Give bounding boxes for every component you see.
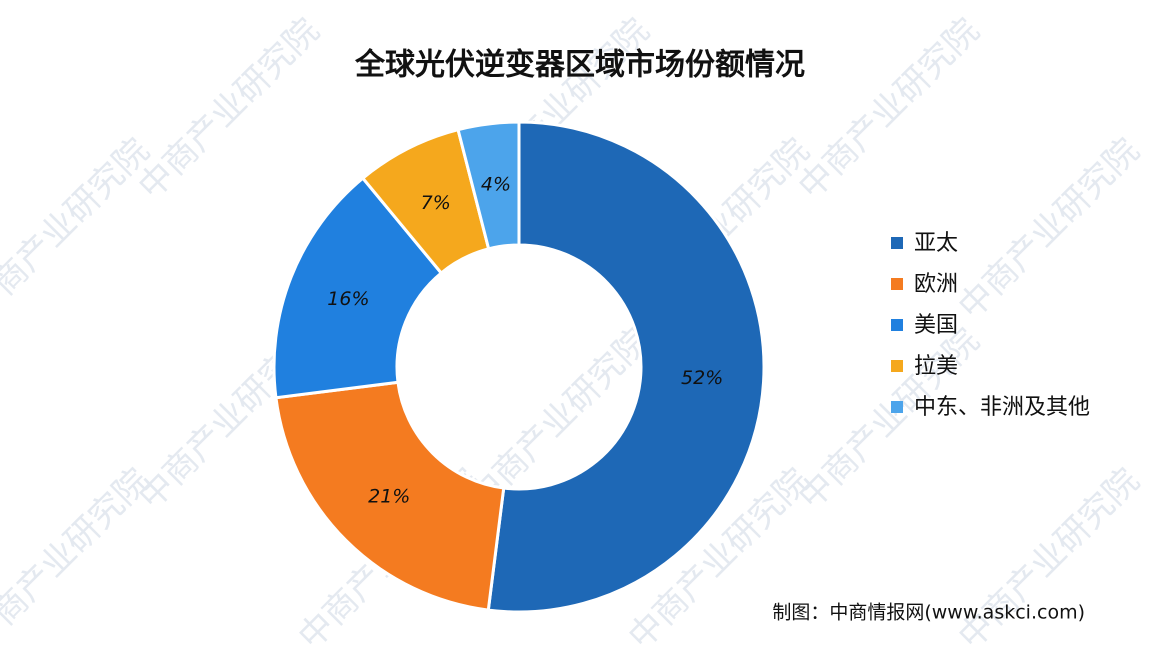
data-label: 21% xyxy=(368,485,410,507)
data-label: 16% xyxy=(327,288,369,310)
legend-swatch xyxy=(891,278,903,290)
donut-segment xyxy=(274,380,506,612)
legend-swatch xyxy=(891,319,903,331)
donut-segment xyxy=(456,120,521,251)
data-label: 4% xyxy=(481,173,511,195)
legend-label: 拉美 xyxy=(914,354,958,379)
chart-title: 全球光伏逆变器区域市场份额情况 xyxy=(354,48,805,83)
data-label: 7% xyxy=(421,192,451,214)
donut-segment xyxy=(486,120,766,614)
legend-swatch xyxy=(891,360,903,372)
data-label: 52% xyxy=(681,367,723,389)
legend-label: 中东、非洲及其他 xyxy=(914,395,1090,420)
legend-swatch xyxy=(891,237,903,249)
donut-segment xyxy=(272,176,444,400)
source: 制图：中商情报网(www.askci.com) xyxy=(772,602,1085,624)
legend-label: 美国 xyxy=(914,313,958,338)
legend-label: 亚太 xyxy=(914,231,958,256)
donut: 52% 亚太 21% 欧洲 16% 美国 7% 拉美 4% 中东、非洲及其他 xyxy=(272,120,1090,614)
legend-swatch xyxy=(891,401,903,413)
legend-label: 欧洲 xyxy=(914,272,958,297)
